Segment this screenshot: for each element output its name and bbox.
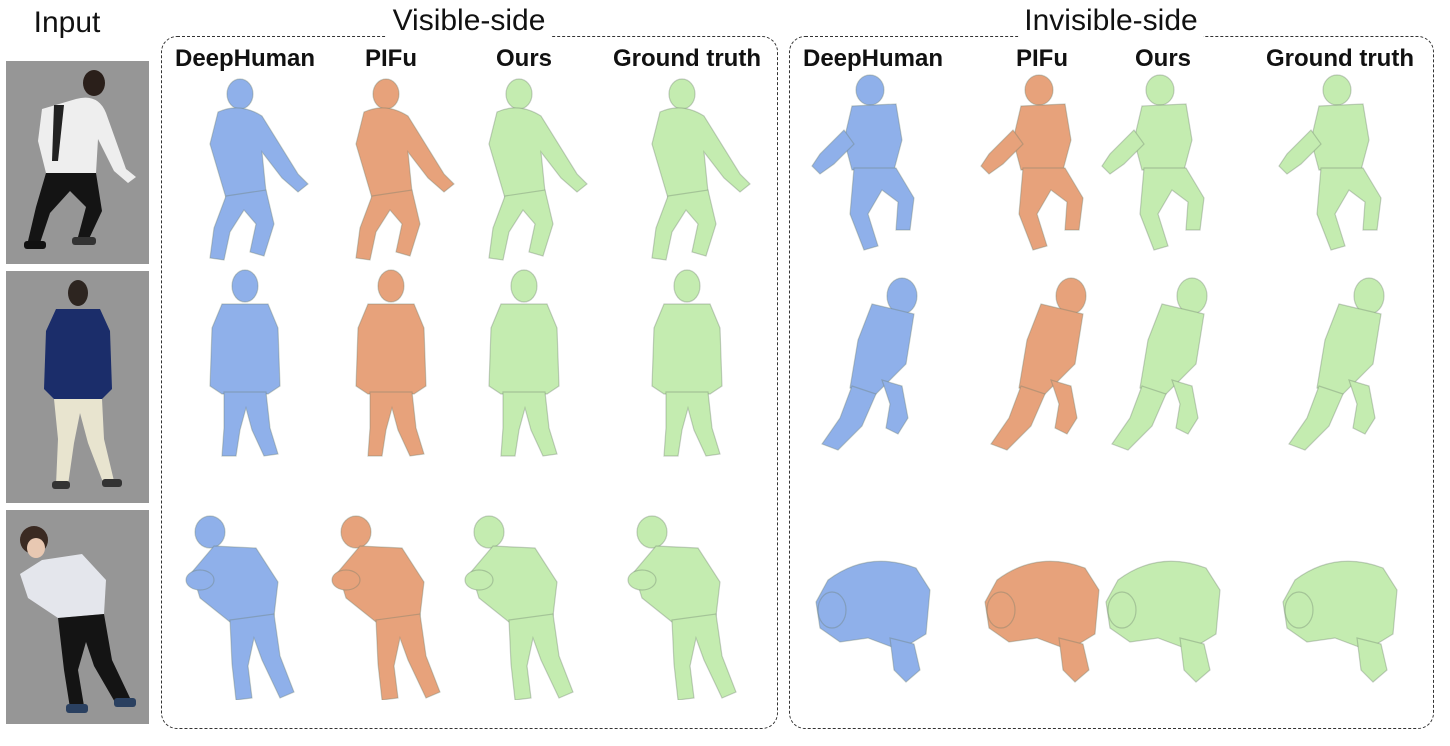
invisible-side-title: Invisible-side (1018, 4, 1204, 38)
invisible-pifu-mesh-row-2 (967, 268, 1117, 458)
visible-deephuman-mesh-row-3 (170, 510, 320, 700)
input-image-row-2 (6, 271, 149, 503)
invisible-deephuman-mesh-row-1 (798, 74, 948, 264)
invisible-ours-mesh-row-2 (1088, 268, 1238, 458)
visible-pifu-mesh-row-3 (316, 510, 466, 700)
visible-deephuman-mesh-row-1 (170, 74, 320, 264)
invisible-pifu-mesh-row-3 (967, 510, 1117, 700)
visible-ground-truth-mesh-row-3 (612, 510, 762, 700)
invisible-pifu-label: PIFu (1016, 45, 1068, 72)
visible-ours-mesh-row-3 (449, 510, 599, 700)
invisible-deephuman-label: DeepHuman (802, 45, 944, 72)
invisible-ground-truth-mesh-row-3 (1265, 510, 1415, 700)
invisible-ours-mesh-row-3 (1088, 510, 1238, 700)
input-image-row-1 (6, 61, 149, 264)
invisible-deephuman-mesh-row-3 (798, 510, 948, 700)
input-image-row-3 (6, 510, 149, 724)
visible-ours-mesh-row-1 (449, 74, 599, 264)
visible-ours-mesh-row-2 (449, 268, 599, 458)
visible-pifu-label: PIFu (365, 45, 417, 72)
visible-deephuman-mesh-row-2 (170, 268, 320, 458)
visible-pifu-mesh-row-2 (316, 268, 466, 458)
invisible-ground-truth-mesh-row-2 (1265, 268, 1415, 458)
input-title: Input (33, 6, 101, 39)
visible-ours-label: Ours (495, 45, 553, 72)
invisible-ours-mesh-row-1 (1088, 74, 1238, 264)
visible-ground-truth-label: Ground truth (613, 45, 761, 72)
invisible-pifu-mesh-row-1 (967, 74, 1117, 264)
visible-ground-truth-mesh-row-1 (612, 74, 762, 264)
invisible-ground-truth-label: Ground truth (1266, 45, 1414, 72)
visible-pifu-mesh-row-1 (316, 74, 466, 264)
invisible-ground-truth-mesh-row-1 (1265, 74, 1415, 264)
visible-ground-truth-mesh-row-2 (612, 268, 762, 458)
invisible-ours-label: Ours (1134, 45, 1192, 72)
invisible-deephuman-mesh-row-2 (798, 268, 948, 458)
visible-side-title: Visible-side (386, 4, 552, 38)
visible-deephuman-label: DeepHuman (174, 45, 316, 72)
